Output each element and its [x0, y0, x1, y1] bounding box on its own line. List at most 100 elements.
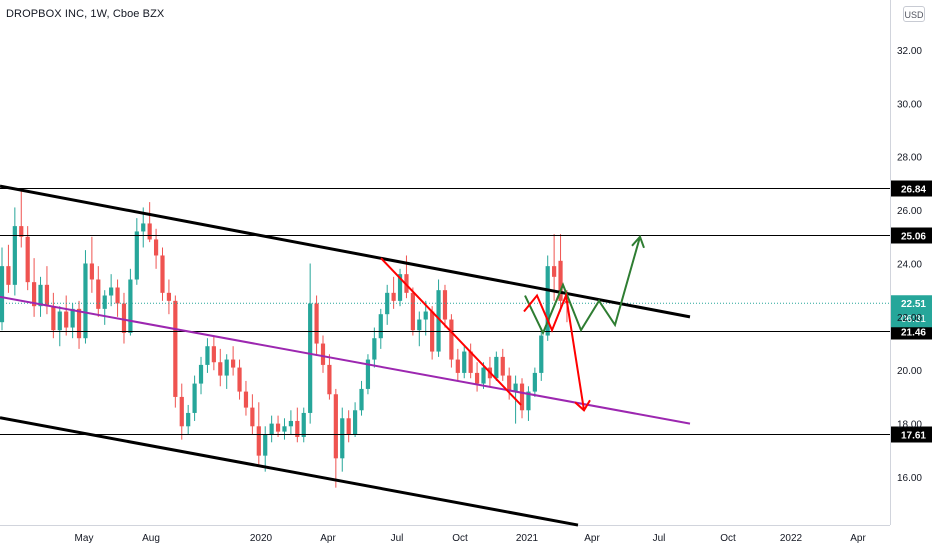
candle [423, 300, 428, 336]
candle [269, 415, 274, 443]
x-tick-label: Apr [850, 533, 866, 544]
level-label-bg [891, 180, 932, 197]
y-tick-label: 28.00 [897, 153, 922, 164]
candle [64, 295, 69, 336]
countdown-label: 06:31 [901, 314, 926, 325]
candle [263, 426, 268, 472]
bearish-arrowhead [574, 399, 591, 412]
candle [314, 295, 319, 355]
y-tick-label: 16.00 [897, 473, 922, 484]
candle [539, 330, 544, 381]
candle [192, 375, 197, 421]
candle [179, 383, 184, 440]
candle [353, 402, 358, 437]
x-tick-label: Jul [391, 533, 404, 544]
candle [372, 327, 377, 368]
candle [545, 255, 550, 341]
last-price-badge [891, 295, 932, 328]
x-tick-label: 2020 [250, 533, 273, 544]
level-label-bg [891, 323, 932, 340]
chart-title: DROPBOX INC, 1W, Cboe BZX [6, 8, 165, 20]
candle [359, 380, 364, 416]
candle [474, 362, 480, 392]
candle [250, 394, 255, 435]
x-tick-label: Apr [584, 533, 600, 544]
candle [211, 335, 216, 371]
candle [173, 295, 178, 408]
candle [186, 404, 191, 435]
candle [410, 287, 415, 336]
horizontal-levels: 26.84 25.06 21.46 17.61 22.51 06:31 [0, 180, 932, 443]
x-tick-label: Aug [142, 533, 160, 544]
level-label-bg [891, 426, 932, 443]
candle [397, 268, 403, 307]
x-tick-label: Jul [653, 533, 666, 544]
candles [0, 191, 570, 488]
candle [25, 226, 30, 291]
candle [166, 279, 172, 315]
bearish-projection [523, 291, 585, 411]
candle [0, 247, 5, 331]
bullish-projection [524, 236, 641, 336]
level-label: 25.06 [901, 232, 926, 243]
candle [76, 300, 82, 349]
candle [83, 250, 88, 344]
level-label: 26.84 [901, 185, 926, 196]
candle [160, 247, 165, 301]
candle [449, 314, 454, 368]
candle [558, 234, 563, 312]
y-tick-label: 24.00 [897, 259, 922, 270]
candle [519, 378, 525, 419]
candle [102, 290, 107, 325]
candle [365, 354, 371, 395]
candle [320, 335, 326, 373]
candle [340, 407, 345, 472]
y-tick-label: 26.00 [897, 206, 922, 217]
y-tick-label: 22.00 [897, 313, 922, 324]
drawings [0, 184, 691, 527]
candle [462, 346, 467, 379]
level-label-bg [891, 227, 932, 244]
candle [205, 338, 210, 373]
candle [301, 407, 306, 443]
candle [218, 348, 223, 387]
candle [526, 386, 531, 421]
candle [198, 356, 204, 395]
level-label: 17.61 [901, 431, 926, 442]
candle [417, 311, 422, 347]
candle [507, 367, 512, 400]
x-tick-label: Oct [452, 533, 468, 544]
candle [333, 388, 338, 488]
downtrend-line [380, 257, 522, 406]
x-tick-label: 2022 [780, 533, 803, 544]
candle [38, 276, 43, 317]
candle [378, 308, 383, 349]
candle [237, 359, 242, 400]
currency-button[interactable]: USD [903, 6, 925, 22]
candle [288, 410, 293, 435]
candle [243, 380, 249, 416]
x-tick-label: May [75, 533, 94, 544]
y-axis: 16.00 18.00 20.00 22.00 24.00 26.00 28.00 30.00… [897, 46, 922, 484]
candle [89, 236, 94, 293]
channel-upper-line [0, 184, 691, 319]
bullish-arrowhead [631, 234, 645, 249]
candle [327, 354, 332, 400]
candle [532, 367, 537, 397]
candle [121, 292, 127, 344]
candle [51, 292, 56, 339]
y-tick-label: 30.00 [897, 99, 922, 110]
candle [346, 410, 351, 443]
y-tick-label: 18.00 [897, 420, 922, 431]
last-price-label: 22.51 [901, 299, 926, 310]
candle [96, 266, 101, 317]
candle [494, 351, 499, 381]
candle [109, 274, 114, 307]
candle [442, 284, 448, 328]
candle [231, 346, 236, 376]
candle [224, 354, 229, 389]
x-tick-label: 2021 [516, 533, 539, 544]
candle [19, 191, 24, 248]
